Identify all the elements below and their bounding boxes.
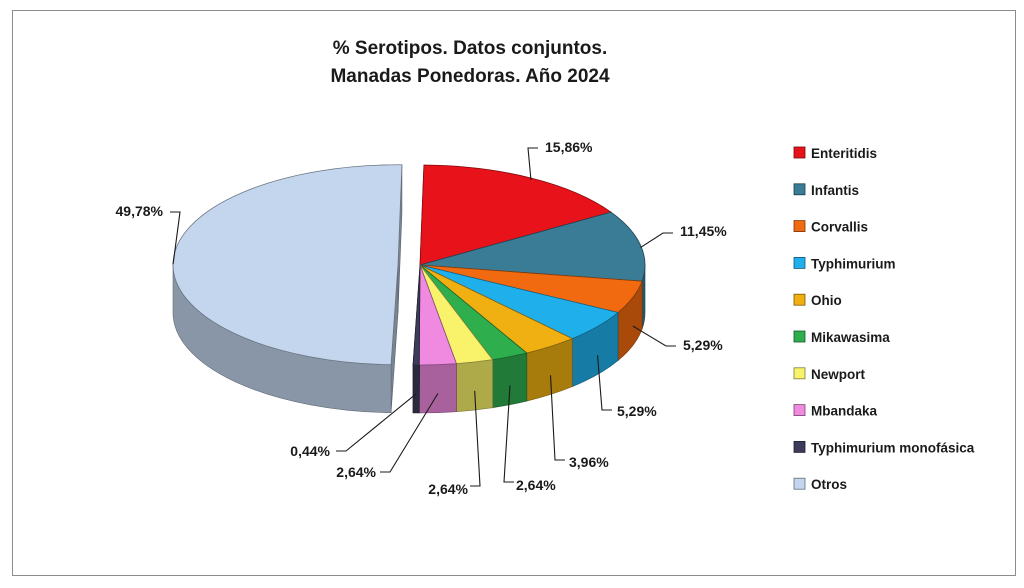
legend-label-corvallis: Corvallis: [811, 220, 868, 235]
data-label-corvallis: 5,29%: [683, 337, 723, 353]
leader-line-newport: [470, 390, 481, 487]
legend-swatch-mikawasima: [793, 330, 806, 343]
pie-side-newport: [456, 359, 493, 413]
legend-swatch-infantis: [793, 183, 806, 196]
leader-line-ohio: [549, 375, 565, 461]
legend-label-enteritidis: Enteritidis: [811, 146, 877, 161]
legend: Enteritidis Infantis Corvallis Typhimurium O…: [793, 146, 975, 492]
legend-label-newport: Newport: [811, 367, 866, 382]
legend-swatch-ohio: [793, 293, 806, 306]
data-label-otros: 49,78%: [116, 203, 164, 219]
legend-label-infantis: Infantis: [811, 183, 859, 198]
data-label-newport: 2,64%: [428, 481, 468, 497]
chart-title: % Serotipos. Datos conjuntos. Manadas Po…: [330, 38, 610, 87]
legend-swatch-newport: [793, 367, 806, 380]
legend-swatch-typhimurium: [793, 256, 806, 269]
chart-title-line-1: % Serotipos. Datos conjuntos.: [333, 38, 607, 59]
data-label-typhimurium-monofasica: 0,44%: [290, 443, 330, 459]
leader-line-infantis: [640, 232, 673, 248]
legend-label-mikawasima: Mikawasima: [811, 330, 890, 345]
leader-line-mbandaka: [380, 393, 439, 473]
data-label-mikawasima: 2,64%: [516, 477, 556, 493]
leader-line-otros: [170, 211, 181, 265]
leader-line-mikawasima: [503, 385, 514, 483]
data-label-typhimurium: 5,29%: [617, 403, 657, 419]
legend-swatch-otros: [793, 477, 806, 490]
data-label-enteritidis: 15,86%: [545, 139, 593, 155]
legend-swatch-corvallis: [793, 220, 806, 233]
pie-slice-typhimurium-monofasica: [412, 264, 421, 366]
legend-swatch-enteritidis: [793, 146, 806, 159]
pie-tops: [172, 164, 646, 366]
leader-line-corvallis: [632, 325, 676, 347]
legend-label-typhimurium-monofasica: Typhimurium monofásica: [811, 440, 975, 455]
pie-side-mikawasima: [492, 352, 528, 409]
data-label-mbandaka: 2,64%: [336, 464, 376, 480]
legend-swatch-typhimurium-monofasica: [793, 440, 806, 453]
pie-side-mbandaka: [418, 363, 457, 414]
leader-line-typhimurium: [597, 355, 612, 411]
leader-line-enteritidis: [527, 147, 538, 181]
legend-swatch-mbandaka: [793, 404, 806, 417]
data-label-infantis: 11,45%: [680, 223, 727, 239]
chart-title-line-2: Manadas Ponedoras. Año 2024: [330, 66, 610, 87]
legend-label-typhimurium: Typhimurium: [811, 256, 896, 271]
pie-labels: 15,86% 11,45% 5,29% 5,29% 3,96% 2,64% 2,64% 2,6…: [116, 139, 728, 497]
pie-side-typhimurium-monofasica: [412, 364, 420, 414]
pie-slice-infantis: [419, 211, 646, 282]
legend-label-ohio: Ohio: [811, 293, 842, 308]
legend-label-otros: Otros: [811, 477, 847, 492]
leader-line-typhimurium-monofasica: [336, 393, 417, 452]
legend-label-mbandaka: Mbandaka: [811, 404, 878, 419]
data-label-ohio: 3,96%: [569, 454, 609, 470]
